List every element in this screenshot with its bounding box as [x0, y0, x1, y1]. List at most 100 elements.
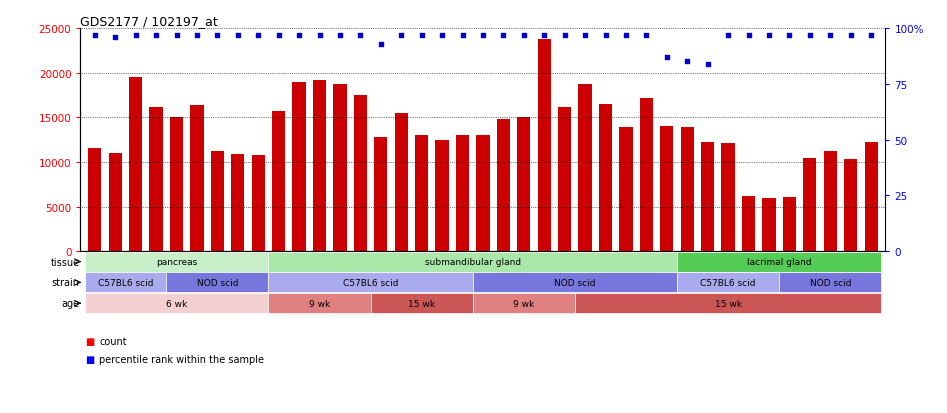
Text: age: age: [62, 299, 80, 309]
Bar: [619, 128, 633, 252]
Point: [414, 32, 429, 39]
Text: pancreas: pancreas: [156, 257, 197, 266]
Bar: [211, 152, 224, 252]
Bar: [844, 160, 857, 252]
Text: lacrimal gland: lacrimal gland: [747, 257, 812, 266]
Text: count: count: [99, 336, 127, 346]
Point: [251, 32, 266, 39]
Bar: [779, 273, 882, 293]
Bar: [497, 120, 510, 252]
Bar: [252, 155, 265, 252]
Bar: [415, 136, 428, 252]
Text: NOD scid: NOD scid: [810, 278, 851, 287]
Bar: [558, 107, 571, 252]
Bar: [575, 294, 882, 313]
Point: [435, 32, 450, 39]
Bar: [742, 196, 755, 252]
Point: [618, 32, 634, 39]
Point: [680, 59, 695, 66]
Bar: [473, 294, 575, 313]
Point: [823, 32, 838, 39]
Point: [721, 32, 736, 39]
Point: [332, 32, 348, 39]
Point: [741, 32, 756, 39]
Point: [169, 32, 184, 39]
Point: [782, 32, 797, 39]
Text: 15 wk: 15 wk: [715, 299, 742, 308]
Bar: [313, 81, 326, 252]
Point: [843, 32, 858, 39]
Point: [312, 32, 327, 39]
Point: [373, 41, 388, 48]
Point: [659, 55, 674, 61]
Bar: [374, 138, 387, 252]
Point: [639, 32, 654, 39]
Text: NOD scid: NOD scid: [197, 278, 238, 287]
Bar: [268, 252, 677, 272]
Bar: [395, 114, 408, 252]
Bar: [517, 118, 530, 252]
Point: [700, 61, 715, 68]
Point: [578, 32, 593, 39]
Bar: [681, 128, 694, 252]
Point: [394, 32, 409, 39]
Text: tissue: tissue: [50, 257, 80, 267]
Point: [149, 32, 164, 39]
Bar: [722, 144, 735, 252]
Bar: [129, 78, 142, 252]
Text: 15 wk: 15 wk: [408, 299, 436, 308]
Bar: [268, 294, 370, 313]
Bar: [231, 154, 244, 252]
Text: 9 wk: 9 wk: [513, 299, 534, 308]
Text: C57BL6 scid: C57BL6 scid: [701, 278, 756, 287]
Bar: [84, 294, 268, 313]
Point: [108, 35, 123, 41]
Point: [516, 32, 531, 39]
Bar: [456, 136, 469, 252]
Bar: [701, 143, 714, 252]
Bar: [865, 143, 878, 252]
Text: 6 wk: 6 wk: [166, 299, 188, 308]
Bar: [476, 136, 490, 252]
Point: [802, 32, 817, 39]
Bar: [272, 112, 285, 252]
Bar: [436, 140, 449, 252]
Text: submandibular gland: submandibular gland: [424, 257, 521, 266]
Point: [537, 32, 552, 39]
Bar: [762, 199, 776, 252]
Point: [189, 32, 205, 39]
Text: percentile rank within the sample: percentile rank within the sample: [99, 354, 264, 364]
Text: ■: ■: [85, 336, 95, 346]
Bar: [268, 273, 473, 293]
Point: [557, 32, 572, 39]
Point: [353, 32, 368, 39]
Bar: [190, 105, 204, 252]
Point: [598, 32, 613, 39]
Text: 9 wk: 9 wk: [309, 299, 331, 308]
Text: NOD scid: NOD scid: [554, 278, 596, 287]
Bar: [599, 104, 612, 252]
Bar: [167, 273, 268, 293]
Bar: [88, 149, 101, 252]
Point: [210, 32, 225, 39]
Point: [271, 32, 286, 39]
Bar: [109, 154, 122, 252]
Bar: [677, 252, 882, 272]
Point: [128, 32, 143, 39]
Point: [864, 32, 879, 39]
Bar: [640, 98, 653, 252]
Text: C57BL6 scid: C57BL6 scid: [98, 278, 153, 287]
Point: [475, 32, 491, 39]
Text: GDS2177 / 102197_at: GDS2177 / 102197_at: [80, 15, 218, 28]
Point: [496, 32, 511, 39]
Bar: [84, 273, 167, 293]
Bar: [677, 273, 779, 293]
Bar: [354, 96, 367, 252]
Point: [455, 32, 470, 39]
Bar: [150, 107, 163, 252]
Bar: [538, 40, 551, 252]
Bar: [579, 85, 592, 252]
Text: C57BL6 scid: C57BL6 scid: [343, 278, 399, 287]
Bar: [170, 118, 183, 252]
Point: [292, 32, 307, 39]
